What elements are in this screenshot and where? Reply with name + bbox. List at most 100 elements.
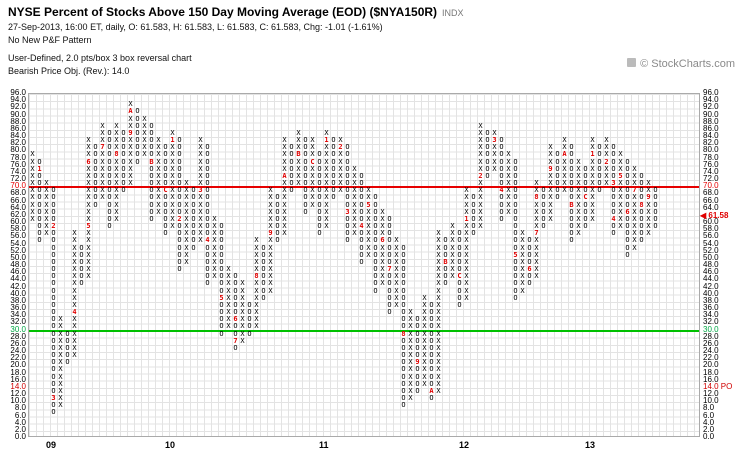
pnf-mark: X <box>590 157 595 166</box>
pnf-mark: O <box>177 250 182 259</box>
pnf-mark: O <box>625 236 630 245</box>
pnf-mark: X <box>422 329 427 338</box>
pnf-mark: X <box>464 272 469 281</box>
pnf-mark: X <box>254 257 259 266</box>
pnf-mark: X <box>86 200 91 209</box>
pnf-mark: O <box>401 286 406 295</box>
pnf-mark: O <box>485 150 490 159</box>
pnf-mark: O <box>51 214 56 223</box>
month-marker: 9 <box>646 193 651 202</box>
pnf-mark: X <box>156 171 161 180</box>
pnf-mark: X <box>646 222 651 230</box>
pnf-mark: X <box>422 358 427 367</box>
pnf-mark: O <box>429 329 434 338</box>
pnf-mark: X <box>198 179 203 187</box>
pnf-mark: O <box>583 171 588 180</box>
pnf-mark: O <box>457 229 462 238</box>
pnf-mark: X <box>170 171 175 180</box>
pnf-mark: X <box>184 179 189 187</box>
pnf-mark: O <box>457 279 462 288</box>
pnf-mark: X <box>72 257 77 266</box>
pnf-mark: X <box>534 207 539 216</box>
month-marker: 7 <box>233 336 238 345</box>
pnf-mark: X <box>450 257 455 266</box>
pnf-mark: X <box>198 150 203 159</box>
pnf-mark: O <box>219 222 224 230</box>
pnf-mark: O <box>205 279 210 288</box>
pnf-mark: O <box>261 293 266 302</box>
y-tick-label-left: 40.0 <box>10 288 26 298</box>
pnf-mark: X <box>338 164 343 173</box>
pnf-mark: X <box>142 114 147 123</box>
pnf-mark: X <box>576 171 581 180</box>
pnf-mark: O <box>121 143 126 152</box>
pnf-mark: X <box>128 136 133 144</box>
pnf-mark: O <box>499 179 504 187</box>
pnf-mark: O <box>471 222 476 230</box>
month-marker: A <box>282 171 287 180</box>
y-tick-label-right: 54.0 <box>703 238 719 248</box>
pnf-mark: O <box>611 229 616 238</box>
pnf-mark: O <box>79 250 84 259</box>
pnf-mark: O <box>457 257 462 266</box>
pnf-mark: X <box>44 214 49 223</box>
pnf-mark: O <box>513 179 518 187</box>
pnf-mark: O <box>345 179 350 187</box>
pnf-mark: O <box>611 186 616 195</box>
pnf-mark: O <box>37 207 42 216</box>
pnf-mark: X <box>576 207 581 216</box>
pnf-mark: O <box>79 257 84 266</box>
pnf-mark: X <box>310 150 315 159</box>
pnf-mark: O <box>415 315 420 324</box>
pnf-mark: O <box>261 250 266 259</box>
y-tick-label-left: 88.0 <box>10 116 26 126</box>
settings-line: User-Defined, 2.0 pts/box 3 box reversal… <box>8 53 192 63</box>
pnf-mark: X <box>268 272 273 281</box>
pnf-mark: X <box>282 150 287 159</box>
pnf-mark: X <box>548 186 553 195</box>
y-tick-label-right: 4.0 <box>703 417 715 427</box>
pnf-mark: O <box>107 186 112 195</box>
pnf-mark: X <box>464 265 469 273</box>
month-marker: B <box>149 157 154 166</box>
pnf-mark: X <box>632 229 637 238</box>
pnf-mark: X <box>380 214 385 223</box>
pnf-mark: O <box>401 358 406 367</box>
pnf-mark: O <box>107 128 112 137</box>
pnf-mark: O <box>401 351 406 359</box>
pnf-mark: X <box>128 121 133 130</box>
pnf-mark: O <box>289 143 294 152</box>
pnf-mark: O <box>359 214 364 223</box>
pnf-mark: X <box>44 193 49 202</box>
pnf-mark: X <box>604 171 609 180</box>
pnf-mark: O <box>639 214 644 223</box>
month-marker: 1 <box>324 136 329 144</box>
y-tick-label-right: 72.0 <box>703 174 719 183</box>
pnf-mark: X <box>324 214 329 223</box>
x-year-label: 13 <box>585 440 596 450</box>
pnf-mark: X <box>296 179 301 187</box>
y-tick-label-right: 88.0 <box>703 116 719 126</box>
pnf-mark: O <box>401 293 406 302</box>
pnf-mark: X <box>436 322 441 331</box>
pnf-mark: O <box>107 171 112 180</box>
month-marker: 2 <box>338 143 343 152</box>
month-marker: 4 <box>72 308 77 316</box>
pnf-mark: O <box>37 157 42 166</box>
pnf-mark: O <box>429 315 434 324</box>
pnf-mark: X <box>366 243 371 252</box>
pnf-mark: X <box>576 164 581 173</box>
pnf-mark: O <box>527 250 532 259</box>
pnf-mark: O <box>149 171 154 180</box>
pnf-mark: O <box>569 157 574 166</box>
pnf-mark: X <box>436 372 441 381</box>
pnf-mark: O <box>639 207 644 216</box>
y-tick-label-left: 20.0 <box>10 360 26 370</box>
pnf-mark: X <box>366 207 371 216</box>
month-marker: 6 <box>86 157 91 166</box>
pnf-mark: X <box>492 128 497 137</box>
pnf-mark: X <box>436 229 441 238</box>
pnf-mark: O <box>639 222 644 230</box>
pnf-mark: O <box>177 229 182 238</box>
pnf-mark: X <box>604 143 609 152</box>
